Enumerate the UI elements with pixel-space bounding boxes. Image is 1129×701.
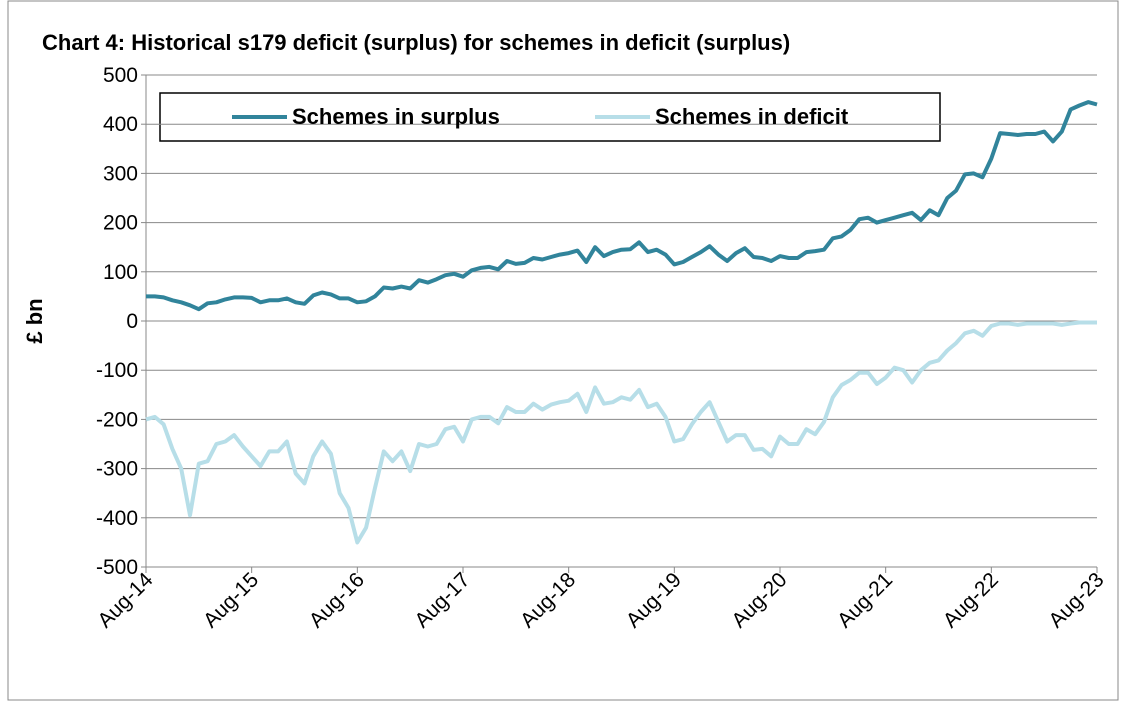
y-tick-label: -300 [96, 458, 138, 481]
chart-border [7, 0, 1119, 701]
x-tick-label: Aug-22 [939, 568, 1003, 632]
y-tick-label: 100 [103, 261, 138, 284]
y-tick-label: -500 [96, 556, 138, 579]
series-line [145, 320, 1097, 545]
x-tick-label: Aug-16 [305, 568, 369, 632]
legend-label: Schemes in deficit [655, 104, 849, 129]
x-tick-label: Aug-19 [622, 568, 686, 632]
x-tick-label: Aug-17 [410, 568, 474, 632]
y-tick-label: -400 [96, 507, 138, 530]
x-tick-label: Aug-21 [833, 568, 897, 632]
x-tick-label: Aug-15 [199, 568, 263, 632]
y-tick-label: 400 [103, 113, 138, 136]
y-tick-label: 200 [103, 212, 138, 235]
x-tick-label: Aug-23 [1044, 568, 1108, 632]
y-tick-label: 300 [103, 162, 138, 185]
legend-label: Schemes in surplus [292, 104, 500, 129]
y-tick-label: -200 [96, 408, 138, 431]
y-tick-label: 500 [103, 64, 138, 87]
series-line [146, 100, 1098, 312]
y-tick-label: 0 [126, 310, 138, 333]
y-axis-label: £ bn [22, 298, 47, 343]
legend-box [159, 92, 941, 142]
y-tick-label: -100 [96, 359, 138, 382]
chart-title: Chart 4: Historical s179 deficit (surplu… [42, 30, 790, 55]
x-tick-label: Aug-18 [516, 568, 580, 632]
x-tick-label: Aug-20 [727, 568, 791, 632]
